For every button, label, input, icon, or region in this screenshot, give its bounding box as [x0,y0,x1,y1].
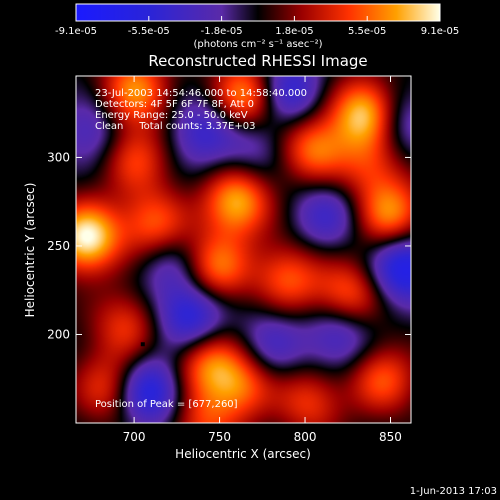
annotation-energy-range: Energy Range: 25.0 - 50.0 keV [95,110,248,121]
peak-position-label: Position of Peak = [677,260] [95,399,238,410]
y-axis-ticks: 200 250 300 [47,150,411,341]
annotation-time-range: 23-Jul-2003 14:54:46.000 to 14:58:40.000 [95,88,307,99]
y-tick-label: 200 [47,327,70,341]
colorbar-tick-label: -5.5e-05 [128,26,170,37]
colorbar-units: (photons cm⁻² s⁻¹ asec⁻²) [193,39,322,50]
colorbar [75,3,441,22]
x-tick-label: 700 [123,430,146,444]
x-tick-label: 850 [379,430,402,444]
y-axis-label: Heliocentric Y (arcsec) [23,183,37,318]
x-tick-label: 800 [294,430,317,444]
x-axis-label: Heliocentric X (arcsec) [175,447,311,461]
annotation-clean-counts: Clean Total counts: 3.37E+03 [95,121,255,132]
plot-frame [75,75,412,424]
x-axis-ticks: 700 750 800 850 [123,76,402,444]
colorbar-tick-label: -1.8e-05 [201,26,243,37]
annotations: 23-Jul-2003 14:54:46.000 to 14:58:40.000… [95,88,307,132]
heatmap-image [76,76,411,423]
y-tick-label: 300 [47,150,70,164]
colorbar-tick-label: 1.8e-05 [275,26,313,37]
peak-marker [140,342,145,347]
colorbar-tick-label: 5.5e-05 [348,26,386,37]
x-tick-label: 750 [208,430,231,444]
chart-title: Reconstructed RHESSI Image [148,52,367,70]
y-tick-label: 250 [47,239,70,253]
colorbar-ticks: -9.1e-05 -5.5e-05 -1.8e-05 1.8e-05 5.5e-05 9.… [55,16,459,37]
colorbar-tick-label: 9.1e-05 [421,26,459,37]
date-stamp: 1-Jun-2013 17:03 [410,486,497,497]
annotation-detectors: Detectors: 4F 5F 6F 7F 8F, Att 0 [95,99,254,110]
colorbar-tick-label: -9.1e-05 [55,26,97,37]
